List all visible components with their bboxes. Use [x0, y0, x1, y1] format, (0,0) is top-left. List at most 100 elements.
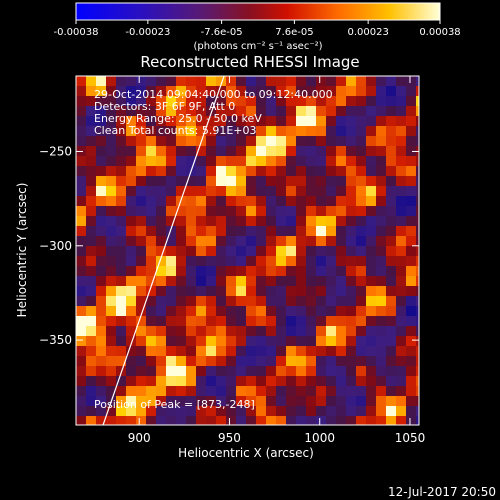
- heatmap-cell: [136, 226, 146, 236]
- heatmap-cell: [96, 226, 106, 236]
- heatmap-cell: [316, 76, 326, 86]
- heatmap-cell: [246, 416, 256, 425]
- heatmap-cell: [366, 396, 376, 406]
- heatmap-cell: [106, 406, 116, 416]
- heatmap-cell: [336, 76, 346, 86]
- heatmap-cell: [146, 256, 156, 266]
- heatmap-cell: [336, 116, 346, 126]
- heatmap-cell: [76, 336, 86, 346]
- heatmap-cell: [96, 236, 106, 246]
- heatmap-cell: [256, 306, 266, 316]
- y-axis: −250 −300 −350: [39, 144, 419, 347]
- heatmap-cell: [366, 246, 376, 256]
- heatmap-cell: [156, 346, 166, 356]
- heatmap-cell: [406, 406, 416, 416]
- heatmap-cell: [246, 246, 256, 256]
- heatmap-cell: [266, 316, 276, 326]
- heatmap-cell: [376, 366, 386, 376]
- heatmap-cell: [316, 286, 326, 296]
- heatmap-cell: [356, 86, 366, 96]
- heatmap-cell: [256, 76, 266, 86]
- heatmap-cell: [196, 86, 206, 96]
- heatmap-cell: [186, 196, 196, 206]
- heatmap-cell: [136, 256, 146, 266]
- heatmap-cell: [196, 76, 206, 86]
- heatmap-cell: [256, 266, 266, 276]
- heatmap-cell: [216, 296, 226, 306]
- heatmap-cell: [376, 146, 386, 156]
- heatmap-cell: [186, 396, 196, 406]
- heatmap-cell: [366, 146, 376, 156]
- heatmap-cell: [76, 356, 86, 366]
- heatmap-cell: [256, 226, 266, 236]
- heatmap-cell: [86, 266, 96, 276]
- heatmap-cell: [296, 266, 306, 276]
- heatmap-cell: [136, 356, 146, 366]
- heatmap-cell: [356, 396, 366, 406]
- heatmap-cell: [106, 166, 116, 176]
- heatmap-cell: [276, 166, 286, 176]
- heatmap-cell: [256, 146, 266, 156]
- heatmap-cell: [116, 356, 126, 366]
- heatmap-cell: [296, 206, 306, 216]
- heatmap-cell: [316, 336, 326, 346]
- heatmap-cell: [106, 266, 116, 276]
- heatmap-cell: [206, 416, 216, 425]
- heatmap-cell: [116, 196, 126, 206]
- heatmap-cell: [366, 236, 376, 246]
- heatmap-cell: [206, 146, 216, 156]
- heatmap-cell: [206, 286, 216, 296]
- heatmap-cell: [406, 96, 416, 106]
- colorbar-tick-label: 0.00038: [419, 27, 460, 38]
- heatmap-cell: [116, 136, 126, 146]
- heatmap-cell: [216, 336, 226, 346]
- solar-limb-line: [102, 76, 225, 425]
- heatmap-cell: [86, 196, 96, 206]
- heatmap-cell: [166, 106, 176, 116]
- heatmap-cell: [136, 306, 146, 316]
- heatmap-cell: [306, 346, 316, 356]
- heatmap-cell: [246, 206, 256, 216]
- heatmap-cell: [406, 206, 416, 216]
- heatmap-cell: [206, 176, 216, 186]
- heatmap-cell: [286, 346, 296, 356]
- heatmap-cell: [146, 156, 156, 166]
- heatmap-cell: [86, 206, 96, 216]
- heatmap-cell: [76, 176, 86, 186]
- heatmap-cell: [386, 126, 396, 136]
- heatmap-cell: [186, 226, 196, 236]
- heatmap-cell: [396, 386, 406, 396]
- heatmap-cell: [246, 186, 256, 196]
- heatmap-cell: [406, 296, 416, 306]
- heatmap-cell: [296, 326, 306, 336]
- heatmap-cell: [416, 416, 419, 425]
- heatmap-cell: [136, 116, 146, 126]
- heatmap-cell: [96, 366, 106, 376]
- heatmap-cell: [376, 206, 386, 216]
- heatmap-cell: [206, 136, 216, 146]
- heatmap-cell: [186, 136, 196, 146]
- heatmap-cell: [186, 346, 196, 356]
- heatmap-cell: [86, 176, 96, 186]
- heatmap-cell: [156, 406, 166, 416]
- heatmap-cell: [276, 226, 286, 236]
- annotation-line: Detectors: 3F 6F 9F, Att 0: [94, 100, 235, 113]
- heatmap-cell: [386, 236, 396, 246]
- annotation-line: 29-Oct-2014 09:04:40.000 to 09:12:40.000: [94, 88, 333, 101]
- heatmap-cell: [396, 196, 406, 206]
- heatmap-cell: [296, 396, 306, 406]
- heatmap-cell: [96, 306, 106, 316]
- heatmap-cell: [306, 276, 316, 286]
- heatmap-cell: [86, 216, 96, 226]
- heatmap-cell: [246, 386, 256, 396]
- heatmap-cell: [86, 356, 96, 366]
- heatmap-cell: [136, 346, 146, 356]
- heatmap-cell: [76, 116, 86, 126]
- heatmap-cell: [106, 76, 116, 86]
- heatmap-cell: [136, 186, 146, 196]
- colorbar-unit-label: (photons cm⁻² s⁻¹ asec⁻²): [193, 41, 322, 52]
- heatmap-cell: [406, 336, 416, 346]
- heatmap-cell: [406, 306, 416, 316]
- heatmap-cell: [226, 396, 236, 406]
- heatmap-cell: [176, 306, 186, 316]
